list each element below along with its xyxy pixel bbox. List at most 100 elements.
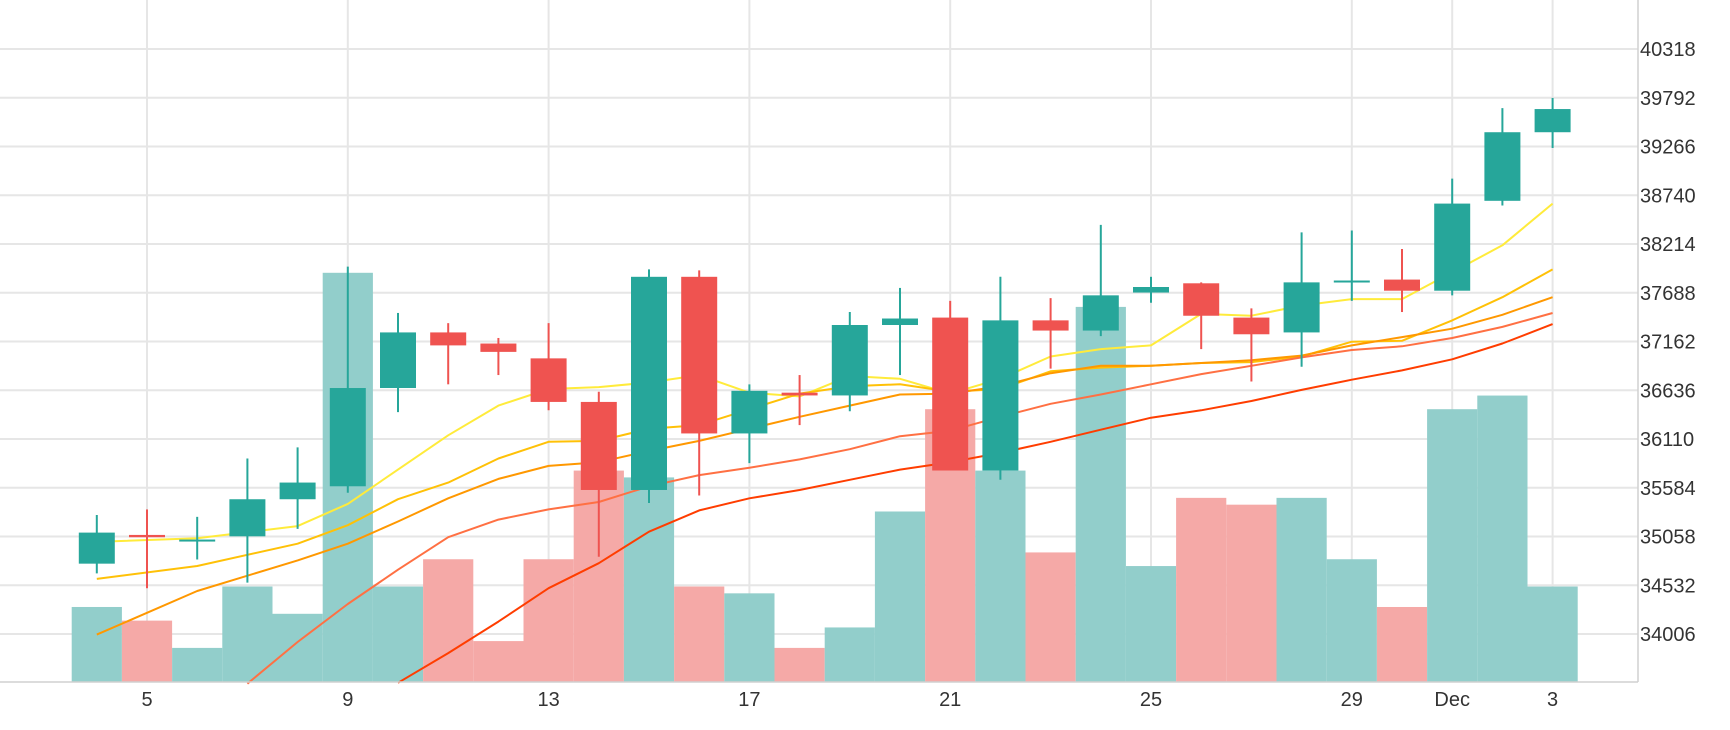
candle-body — [631, 276, 667, 490]
volume-bar — [1176, 497, 1227, 682]
volume-bar — [975, 470, 1026, 682]
candle-body — [129, 534, 165, 538]
candle-body — [1484, 132, 1521, 201]
volume-bar — [372, 586, 424, 682]
candle-body — [229, 499, 266, 537]
candle-body — [1183, 283, 1220, 316]
moving-average-line — [96, 268, 1554, 580]
candle-body — [1434, 203, 1471, 291]
volume-bar — [824, 627, 875, 682]
volume-bar — [1376, 606, 1428, 682]
moving-average-line — [246, 312, 1553, 685]
candle — [480, 337, 517, 376]
candle — [631, 269, 667, 503]
y-tick-label: 38740 — [1640, 185, 1696, 207]
volume-bar — [774, 647, 825, 682]
candles — [78, 97, 1571, 589]
candle — [279, 447, 316, 529]
volume-bar — [1326, 559, 1377, 682]
candle-body — [279, 482, 316, 500]
volume-bar — [874, 511, 926, 682]
candle — [681, 270, 718, 496]
volume-bar — [1276, 497, 1327, 682]
candle — [1183, 282, 1220, 350]
volume-bars — [71, 272, 1578, 682]
candle-body — [1133, 287, 1169, 293]
candle — [882, 287, 918, 376]
candle-body — [1333, 280, 1370, 283]
moving-average-line — [397, 323, 1553, 684]
candle-body — [179, 539, 216, 542]
volume-bar — [623, 477, 675, 682]
candle — [781, 375, 818, 426]
y-tick-label: 36110 — [1640, 429, 1694, 451]
candle-body — [681, 276, 718, 434]
candle-body — [932, 317, 969, 471]
candle-body — [1032, 320, 1069, 331]
candle — [580, 391, 617, 557]
candle-body — [430, 332, 467, 346]
candle — [831, 312, 868, 412]
volume-bar — [1226, 504, 1277, 682]
volume-bar — [674, 586, 725, 682]
candle — [1133, 276, 1169, 303]
candle-body — [982, 320, 1019, 471]
volume-bar — [1477, 395, 1528, 682]
volume-bar — [423, 559, 474, 682]
candle-body — [480, 343, 517, 352]
axes: 34006 34532 35058 35584 36110 36636 37162 37688… — [0, 0, 1696, 711]
y-tick-label: 34006 — [1640, 624, 1696, 646]
candle-body — [78, 532, 115, 564]
candle-body — [1283, 282, 1320, 333]
candle — [932, 300, 969, 471]
volume-bar — [724, 593, 775, 682]
x-tick-label: 13 — [537, 689, 559, 711]
candle-body — [530, 358, 567, 402]
candle-body — [882, 318, 918, 326]
x-tick-label: 21 — [939, 689, 961, 711]
candle — [229, 458, 266, 583]
volume-bar — [1427, 409, 1478, 682]
candle — [1333, 230, 1370, 301]
candle-body — [831, 325, 868, 396]
candle — [731, 384, 768, 464]
volume-bar — [1075, 306, 1126, 682]
y-tick-label: 39266 — [1640, 137, 1696, 159]
candle — [1534, 97, 1571, 148]
candle — [179, 516, 216, 560]
candle — [380, 312, 416, 413]
candle-body — [380, 332, 416, 389]
y-tick-label: 39792 — [1640, 88, 1696, 110]
candle — [530, 323, 567, 411]
candle — [430, 323, 467, 385]
y-tick-label: 35058 — [1640, 527, 1696, 549]
candle-body — [1534, 109, 1571, 133]
candle-body — [329, 388, 366, 487]
volume-bar — [473, 641, 524, 682]
y-tick-label: 34532 — [1640, 575, 1696, 597]
x-tick-label: 29 — [1341, 689, 1363, 711]
candle — [1032, 298, 1069, 369]
candle-body — [731, 390, 768, 434]
candle — [1082, 224, 1119, 337]
volume-bar — [121, 620, 173, 682]
candle — [1434, 178, 1471, 296]
volume-bar — [172, 647, 223, 682]
candle — [129, 509, 165, 589]
candle — [1233, 308, 1270, 382]
candle — [1384, 249, 1420, 313]
candle-body — [1233, 317, 1270, 335]
y-tick-label: 35584 — [1640, 478, 1696, 500]
y-tick-label: 37162 — [1640, 332, 1696, 354]
volume-bar — [71, 606, 122, 682]
volume-bar — [272, 613, 323, 682]
y-tick-label: 40318 — [1640, 39, 1696, 61]
candle — [982, 276, 1019, 480]
volume-bar — [222, 586, 273, 682]
candle-body — [1082, 295, 1119, 331]
candle — [329, 266, 366, 493]
x-tick-label: 9 — [342, 689, 353, 711]
volume-bar — [1125, 566, 1177, 682]
y-tick-label: 37688 — [1640, 283, 1696, 305]
